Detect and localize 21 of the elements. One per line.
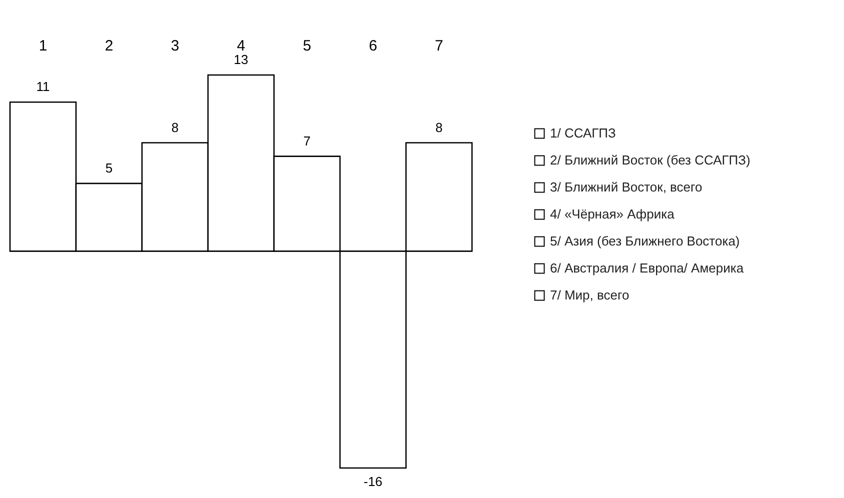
x-tick-label: 4 [236,38,246,54]
data-label: -16 [364,474,382,489]
legend-label: 6/ Австралия / Европа/ Америка [550,260,744,276]
data-label: 8 [171,120,179,135]
x-tick-label: 3 [170,38,180,54]
legend-label: 7/ Мир, всего [550,288,630,302]
data-label: 8 [435,120,443,135]
legend-label: 4/ «Чёрная» Африка [550,206,676,222]
x-tick-label: 7 [434,38,444,54]
legend-label: 5/ Азия (без Ближнего Востока) [550,234,740,248]
data-label: 13 [234,52,248,67]
data-label: 7 [303,133,311,148]
legend-label: 1/ ССАГПЗ [550,126,616,140]
x-tick-label: 6 [368,38,378,54]
legend-label: 2/ Ближний Восток (без ССАГПЗ) [550,152,750,168]
x-tick-label: 2 [104,38,114,54]
legend-label: 3/ Ближний Восток, всего [550,180,702,194]
data-label: 11 [36,79,50,94]
data-label: 5 [105,160,113,176]
x-tick-label: 5 [302,38,312,54]
x-tick-label: 1 [38,38,48,54]
